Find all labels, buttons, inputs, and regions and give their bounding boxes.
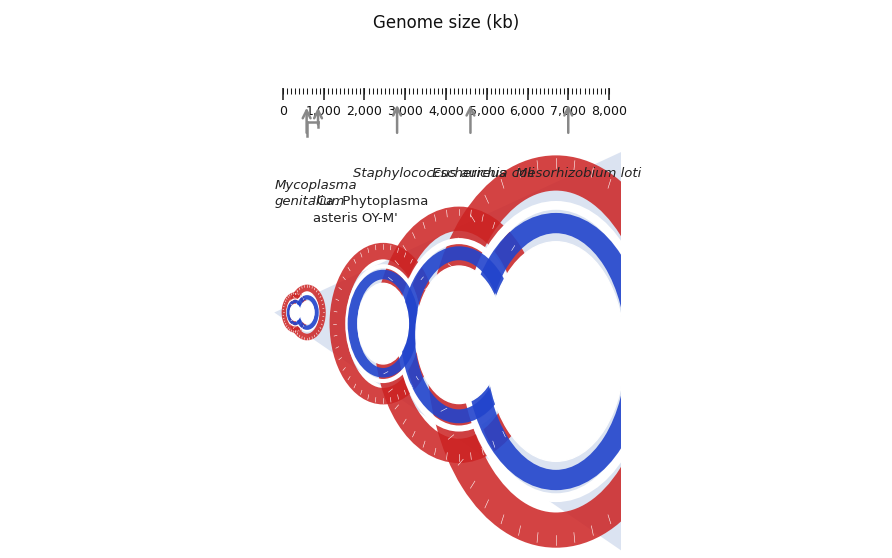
Text: Escherichia coli: Escherichia coli [432,167,534,180]
Text: 1,000: 1,000 [306,105,342,118]
Text: Genome size (kb): Genome size (kb) [373,14,519,32]
Circle shape [358,283,409,364]
Text: 5,000: 5,000 [469,105,505,118]
Text: Mesorhizobium loti: Mesorhizobium loti [516,167,641,180]
Text: 7,000: 7,000 [550,105,586,118]
Text: 6,000: 6,000 [509,105,545,118]
Circle shape [487,242,624,461]
Text: 8,000: 8,000 [591,105,627,118]
Circle shape [416,266,502,403]
Polygon shape [274,151,624,552]
Text: Mycoplasma
genitalium: Mycoplasma genitalium [274,179,357,208]
Text: Staphylococcus aureus: Staphylococcus aureus [353,167,507,180]
Text: 4,000: 4,000 [428,105,464,118]
Text: 2,000: 2,000 [347,105,383,118]
Text: 'Ca. Phytoplasma
asteris OY-M': 'Ca. Phytoplasma asteris OY-M' [313,195,428,225]
Circle shape [290,305,301,320]
Text: 0: 0 [279,105,287,118]
Text: 3,000: 3,000 [387,105,423,118]
Circle shape [300,301,314,324]
